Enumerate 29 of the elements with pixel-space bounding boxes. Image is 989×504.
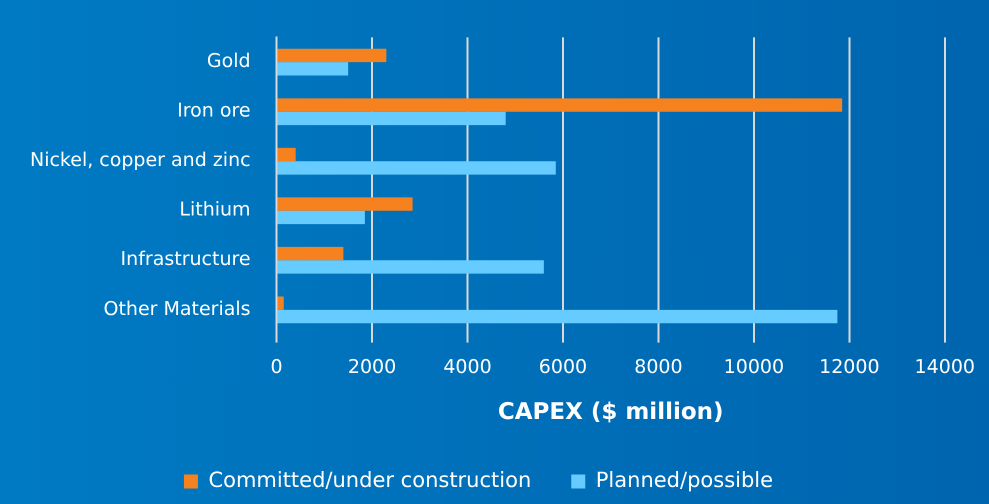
- y-tick-label: Iron ore: [177, 100, 251, 122]
- bar: [278, 48, 386, 62]
- bar: [278, 197, 413, 211]
- bar: [278, 62, 348, 76]
- bar: [278, 260, 544, 274]
- x-tick-label: 0: [270, 356, 283, 378]
- legend-label: Committed/under construction: [208, 468, 532, 492]
- bar: [278, 210, 365, 224]
- y-tick-label: Lithium: [179, 198, 251, 221]
- bar: [278, 148, 296, 162]
- y-tick-label: Nickel, copper and zinc: [30, 149, 251, 172]
- bar: [278, 246, 344, 260]
- x-tick-label: 10000: [724, 356, 784, 378]
- y-tick-label: Other Materials: [103, 298, 251, 320]
- x-tick-label: 6000: [538, 356, 588, 378]
- bar: [278, 98, 842, 112]
- y-tick-label: Gold: [206, 50, 251, 72]
- bar: [278, 112, 506, 126]
- y-tick-label: Infrastructure: [120, 248, 251, 270]
- x-tick-label: 12000: [819, 356, 880, 378]
- bar: [278, 161, 556, 175]
- legend-label: Planned/possible: [596, 468, 774, 492]
- x-axis-title: CAPEX ($ million): [498, 399, 724, 426]
- x-tick-label: 8000: [634, 356, 683, 378]
- bar: [278, 310, 838, 324]
- x-tick-label: 14000: [914, 356, 976, 378]
- x-tick-label: 4000: [443, 356, 492, 378]
- x-tick-label: 2000: [348, 356, 396, 378]
- bar: [278, 296, 284, 310]
